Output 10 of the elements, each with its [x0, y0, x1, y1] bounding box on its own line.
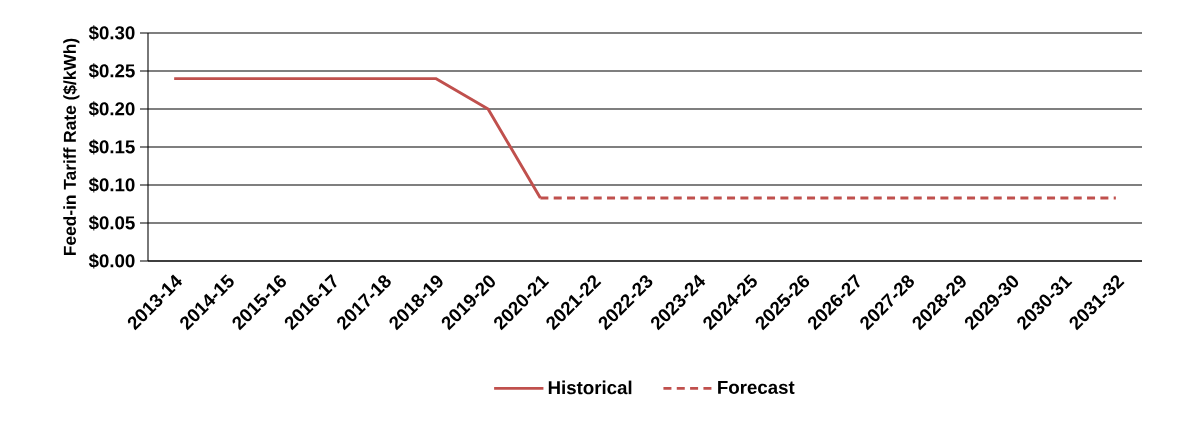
y-tick-label: $0.15	[88, 139, 135, 155]
y-tick-label: $0.10	[88, 177, 135, 193]
y-tick-label: $0.20	[88, 101, 135, 117]
y-axis-title: Feed-in Tariff Rate ($/kWh)	[62, 38, 80, 255]
y-tick-label: $0.30	[88, 25, 135, 41]
y-tick-label: $0.25	[88, 63, 135, 79]
y-tick-label: $0.00	[88, 253, 135, 269]
legend-label: Forecast	[718, 380, 795, 394]
y-tick-label: $0.05	[88, 215, 135, 231]
legend-label: Historical	[548, 380, 632, 395]
